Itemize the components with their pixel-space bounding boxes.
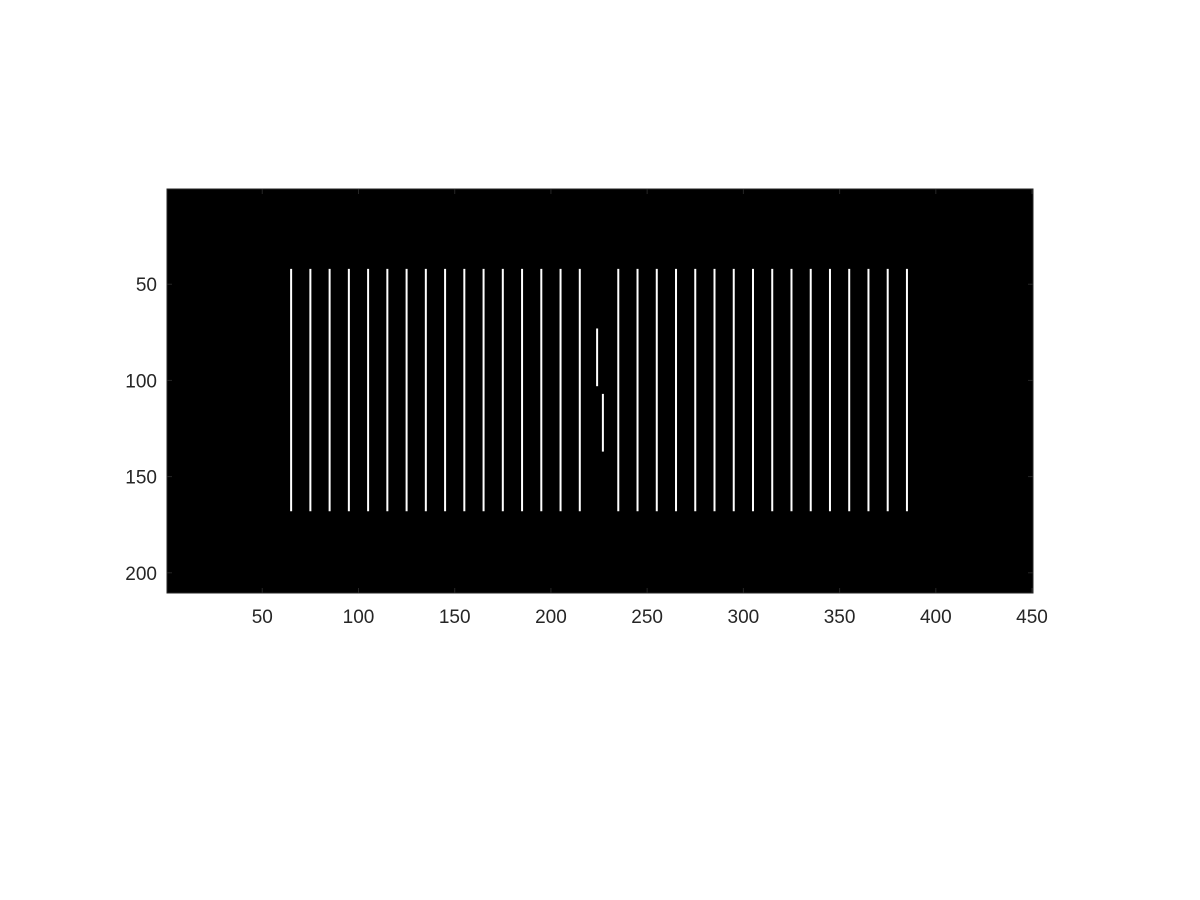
x-tick-label-300: 300 xyxy=(728,607,760,628)
x-tick-label-250: 250 xyxy=(631,607,663,628)
x-tick-label-200: 200 xyxy=(535,607,567,628)
y-tick-label-200: 200 xyxy=(125,564,157,585)
x-tick-label-150: 150 xyxy=(439,607,471,628)
x-tick-label-100: 100 xyxy=(343,607,375,628)
plot-background xyxy=(167,189,1033,593)
axis-ticks xyxy=(167,189,1033,593)
y-tick-label-100: 100 xyxy=(125,371,157,392)
y-tick-label-150: 150 xyxy=(125,468,157,489)
y-tick-label-50: 50 xyxy=(136,275,157,296)
x-tick-label-50: 50 xyxy=(252,607,273,628)
x-tick-label-450: 450 xyxy=(1016,607,1048,628)
axes-box xyxy=(166,188,1034,594)
tick-labels: 50 100 150 200 250 300 350 400 450 50 100 150 200 xyxy=(125,275,1048,628)
image-lines xyxy=(290,268,908,512)
x-tick-label-400: 400 xyxy=(920,607,952,628)
x-tick-label-350: 350 xyxy=(824,607,856,628)
